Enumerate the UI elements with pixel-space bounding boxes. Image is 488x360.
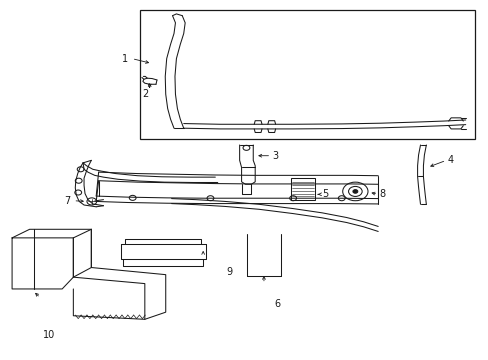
Text: 2: 2: [142, 89, 149, 99]
Text: 3: 3: [272, 151, 278, 161]
Text: 6: 6: [274, 299, 280, 309]
Bar: [290, 178, 314, 200]
Text: 1: 1: [122, 54, 128, 64]
Text: 7: 7: [64, 196, 70, 206]
Text: 9: 9: [225, 267, 231, 277]
Text: 4: 4: [447, 156, 453, 165]
Text: 10: 10: [43, 330, 55, 341]
Bar: [140, 10, 474, 139]
Text: 5: 5: [322, 189, 328, 199]
Text: 8: 8: [379, 189, 385, 199]
Circle shape: [352, 190, 357, 193]
